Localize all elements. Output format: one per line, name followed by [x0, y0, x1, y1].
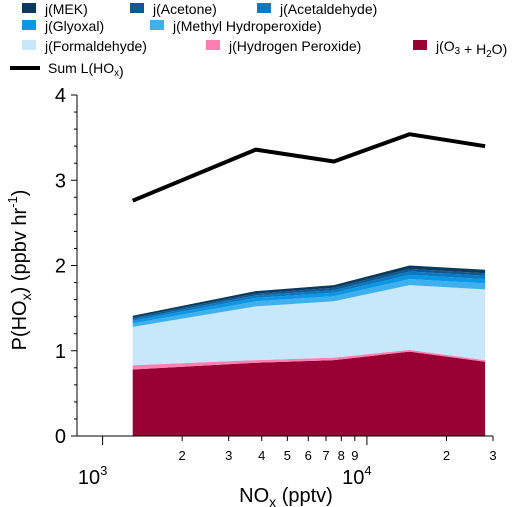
x-minor-tick-label: 8 [338, 448, 345, 463]
y-tick-label: 4 [55, 85, 66, 107]
x-minor-tick-label: 2 [443, 448, 450, 463]
x-minor-tick-label: 7 [322, 448, 329, 463]
legend-label-j-acetone: j(Acetone) [152, 1, 217, 17]
axes: 0 1 2 3 4 2 3 4 5 6 7 8 9 2 3 103 104 [55, 85, 497, 489]
legend-label-j-formaldehyde: j(Formaldehyde) [44, 38, 147, 54]
x-minor-tick-label: 6 [305, 448, 312, 463]
x-minor-tick-label: 3 [489, 448, 496, 463]
area-j-o3-h2o [132, 351, 486, 436]
area-j-mek [132, 265, 486, 318]
legend-label-sum-l-hox: Sum L(HOx) [48, 60, 124, 79]
x-minor-tick-label: 4 [258, 448, 265, 463]
legend: j(MEK) j(Acetone) j(Acetaldehyde) j(Glyoxal… [10, 1, 507, 79]
legend-label-j-glyoxal: j(Glyoxal) [44, 18, 104, 34]
x-minor-tick-label: 3 [225, 448, 232, 463]
legend-swatch-j-mek [22, 3, 36, 13]
x-axis-label: NOx (pptv) [239, 485, 333, 507]
legend-swatch-j-methyl-hydroperoxide [150, 20, 164, 30]
area-j-methyl-hydroperoxide [132, 279, 486, 327]
area-j-hydrogen-peroxide [132, 349, 486, 370]
y-tick-label: 1 [55, 341, 66, 363]
sum-line [131, 132, 486, 203]
legend-label-j-acetaldehyde: j(Acetaldehyde) [279, 1, 377, 17]
legend-swatch-j-o3-h2o [413, 40, 427, 50]
legend-label-j-methyl-hydroperoxide: j(Methyl Hydroperoxide) [172, 18, 322, 34]
area-j-glyoxal [132, 274, 486, 324]
y-tick-label: 3 [55, 170, 66, 192]
legend-swatch-j-hydrogen-peroxide [206, 40, 220, 50]
x-minor-tick-label: 5 [284, 448, 291, 463]
legend-label-j-mek: j(MEK) [44, 1, 88, 17]
x-major-tick-label: 103 [78, 463, 107, 489]
legend-swatch-j-formaldehyde [22, 40, 36, 50]
legend-label-j-hydrogen-peroxide: j(Hydrogen Peroxide) [228, 38, 361, 54]
stacked-areas [132, 265, 486, 436]
x-major-tick-label: 104 [342, 463, 371, 489]
legend-swatch-j-acetone [130, 3, 144, 13]
area-j-acetaldehyde [132, 271, 486, 321]
legend-label-j-o3-h2o: j(O3 + H2O) [435, 38, 507, 60]
x-minor-tick-label: 9 [351, 448, 358, 463]
area-j-formaldehyde [132, 285, 486, 366]
x-minor-tick-label: 2 [179, 448, 186, 463]
sum-line-group [131, 132, 486, 203]
y-tick-label: 0 [55, 426, 66, 448]
legend-swatch-j-glyoxal [22, 20, 36, 30]
y-tick-label: 2 [55, 256, 66, 278]
y-axis-label: P(HOx) (ppbv hr-1) [5, 190, 34, 351]
legend-swatch-j-acetaldehyde [257, 3, 271, 13]
